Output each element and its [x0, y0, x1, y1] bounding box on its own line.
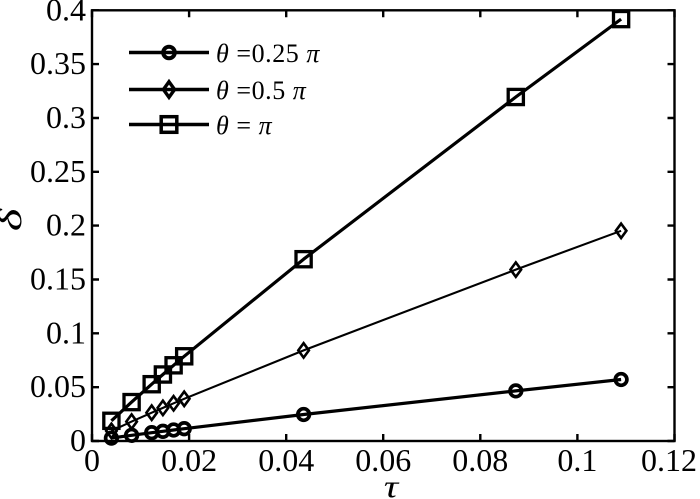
svg-text:0: 0 — [70, 422, 86, 458]
svg-text:0.25: 0.25 — [30, 153, 86, 189]
svg-text:0.02: 0.02 — [161, 442, 217, 478]
svg-text:0.35: 0.35 — [30, 45, 86, 81]
svg-text:0.12: 0.12 — [641, 442, 697, 478]
svg-text:0.15: 0.15 — [30, 261, 86, 297]
svg-text:0.08: 0.08 — [452, 442, 508, 478]
svg-text:0.3: 0.3 — [46, 99, 86, 135]
svg-text:0.1: 0.1 — [557, 442, 597, 478]
svg-text:θ = π: θ = π — [216, 111, 273, 140]
svg-text:θ =0.25 π: θ =0.25 π — [216, 39, 320, 68]
svg-text:τ: τ — [384, 469, 401, 499]
svg-text:0.05: 0.05 — [30, 368, 86, 404]
svg-text:0.1: 0.1 — [46, 314, 86, 350]
svg-text:δ: δ — [0, 208, 28, 232]
svg-text:0.06: 0.06 — [355, 442, 411, 478]
svg-text:0.2: 0.2 — [46, 207, 86, 243]
svg-text:0: 0 — [84, 442, 100, 478]
svg-text:0.4: 0.4 — [46, 0, 86, 27]
svg-text:θ =0.5 π: θ =0.5 π — [216, 76, 307, 105]
svg-text:0.04: 0.04 — [258, 442, 314, 478]
